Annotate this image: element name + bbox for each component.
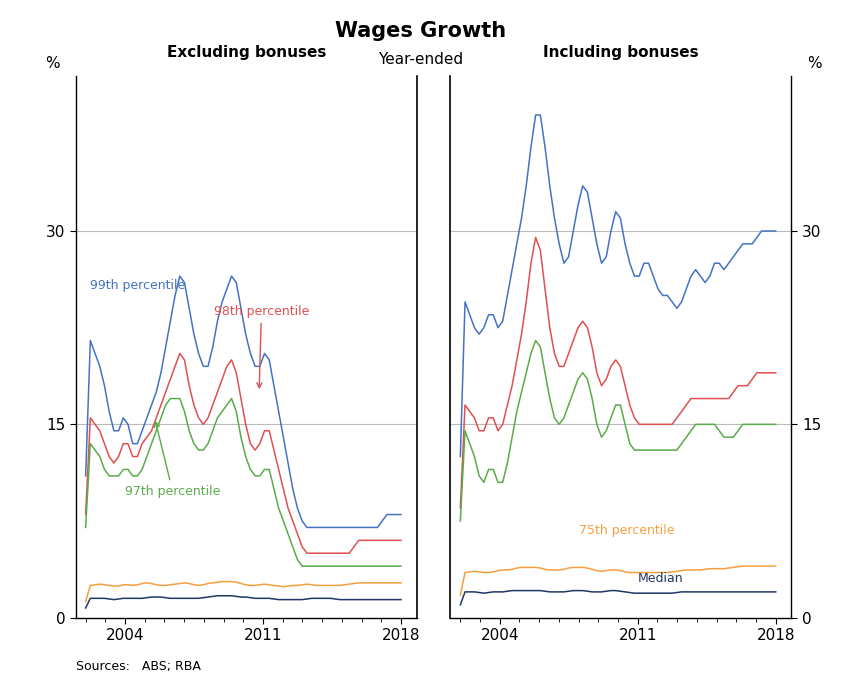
- Text: 97th percentile: 97th percentile: [125, 422, 221, 498]
- Text: 98th percentile: 98th percentile: [214, 305, 309, 388]
- Text: %: %: [807, 56, 822, 71]
- Text: 99th percentile: 99th percentile: [89, 279, 185, 292]
- Text: Including bonuses: Including bonuses: [543, 45, 699, 60]
- Text: Median: Median: [637, 572, 684, 584]
- Text: %: %: [45, 56, 60, 71]
- Text: Wages Growth: Wages Growth: [335, 21, 507, 41]
- Text: 75th percentile: 75th percentile: [578, 524, 674, 537]
- Text: Excluding bonuses: Excluding bonuses: [167, 45, 326, 60]
- Text: Sources:   ABS; RBA: Sources: ABS; RBA: [76, 660, 200, 673]
- Text: Year-ended: Year-ended: [378, 52, 464, 67]
